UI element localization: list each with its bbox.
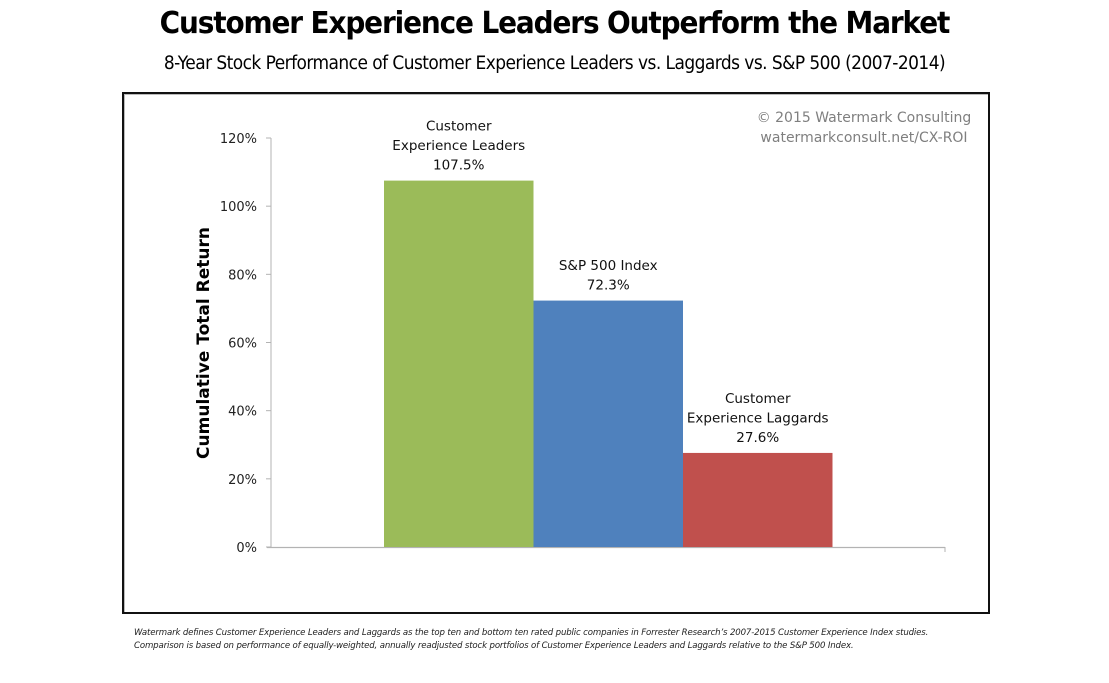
bars [384,180,833,547]
y-tick-label: 0% [236,541,257,556]
footnote: Watermark defines Customer Experience Le… [134,627,928,653]
chart-frame [122,92,990,614]
bar-value-label: 107.5% [433,158,485,174]
y-axis: 0% 20% 40% 60% 80% 100% 120% [220,132,946,556]
copyright-line-1: © 2015 Watermark Consulting [757,110,972,126]
bar-s-p-500-index [533,300,683,547]
y-tick-label: 60% [228,337,257,352]
y-tick-label: 120% [220,132,257,147]
bar-category-label: Experience Laggards [687,410,829,426]
copyright-url: watermarkconsult.net/CX-ROI [760,130,967,146]
bar-category-label: Customer [426,119,492,135]
bar-value-label: 27.6% [736,430,779,446]
footnote-line-2: Comparison is based on performance of eq… [134,641,854,651]
bar-labels: Customer Experience Leaders 107.5% S&P 500 … [392,119,828,446]
y-tick-label: 80% [228,268,257,283]
y-tick-label: 20% [228,473,257,488]
y-axis-title: Cumulative Total Return [194,227,214,459]
bar-customer-experience-leaders [384,180,534,547]
chart-subtitle: 8-Year Stock Performance of Customer Exp… [163,53,946,74]
bar-category-label: S&P 500 Index [559,258,658,274]
bar-value-label: 72.3% [587,278,630,294]
footnote-line-1: Watermark defines Customer Experience Le… [134,628,929,638]
bar-category-label: Customer [725,391,791,407]
y-tick-label: 40% [228,405,257,420]
bar-customer-experience-laggards [683,452,833,547]
y-tick-label: 100% [220,200,257,215]
bar-category-label: Experience Leaders [392,138,525,154]
chart-title: Customer Experience Leaders Outperform t… [159,6,951,41]
